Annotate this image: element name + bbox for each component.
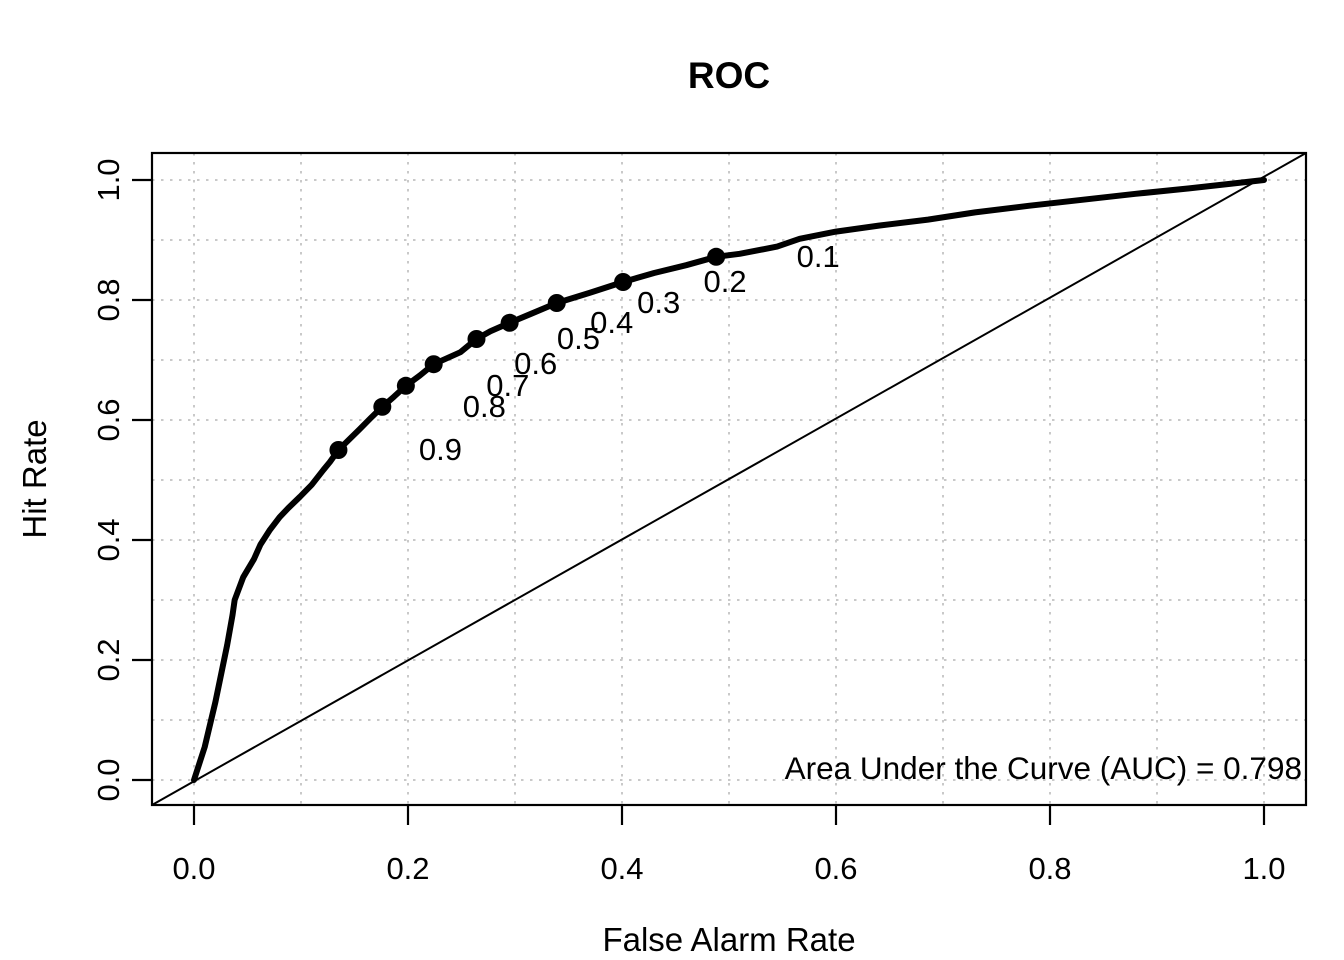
criterion-point bbox=[614, 273, 633, 291]
x-axis-tick-label: 0.4 bbox=[600, 851, 643, 886]
criterion-point bbox=[467, 330, 486, 348]
y-axis-label: Hit Rate bbox=[16, 419, 53, 538]
criterion-point-label: 0.6 bbox=[514, 346, 557, 381]
x-axis-tick-label: 0.2 bbox=[386, 851, 429, 886]
chart-title: ROC bbox=[688, 55, 770, 96]
criterion-point-label: 0.5 bbox=[557, 321, 600, 356]
y-axis-tick-label: 0.0 bbox=[91, 758, 126, 801]
y-axis-tick-label: 0.2 bbox=[91, 638, 126, 681]
criterion-point-label: 0.4 bbox=[590, 305, 633, 340]
criterion-point bbox=[547, 294, 566, 312]
plot-box bbox=[150, 151, 1308, 807]
x-axis-label: False Alarm Rate bbox=[602, 921, 855, 958]
x-axis-tick-label: 1.0 bbox=[1242, 851, 1285, 886]
criterion-point-label: 0.7 bbox=[486, 368, 529, 403]
criterion-point bbox=[373, 397, 392, 416]
criterion-point-label: 0.8 bbox=[463, 389, 506, 424]
criterion-point-label: 0.2 bbox=[704, 264, 747, 299]
criterion-point-label: 0.3 bbox=[637, 285, 680, 320]
x-axis-tick-label: 0.0 bbox=[172, 851, 215, 886]
criterion-point bbox=[500, 313, 519, 332]
criterion-point bbox=[707, 247, 726, 266]
criterion-point-label: 0.9 bbox=[419, 432, 462, 467]
y-axis-tick-label: 0.6 bbox=[91, 398, 126, 441]
y-axis-tick-label: 0.4 bbox=[91, 518, 126, 561]
chance-diagonal-line bbox=[151, 152, 1307, 806]
roc-curve-line bbox=[191, 177, 1267, 783]
auc-annotation: Area Under the Curve (AUC) = 0.798 bbox=[785, 750, 1302, 786]
criterion-point-label: 0.1 bbox=[797, 239, 840, 274]
y-axis-tick-label: 0.8 bbox=[91, 278, 126, 321]
criterion-point bbox=[424, 355, 443, 374]
x-axis-tick-label: 0.6 bbox=[814, 851, 857, 886]
criterion-point bbox=[329, 441, 348, 459]
criterion-point bbox=[396, 376, 415, 395]
y-axis-tick-label: 1.0 bbox=[91, 158, 126, 201]
x-axis-tick-label: 0.8 bbox=[1028, 851, 1071, 886]
